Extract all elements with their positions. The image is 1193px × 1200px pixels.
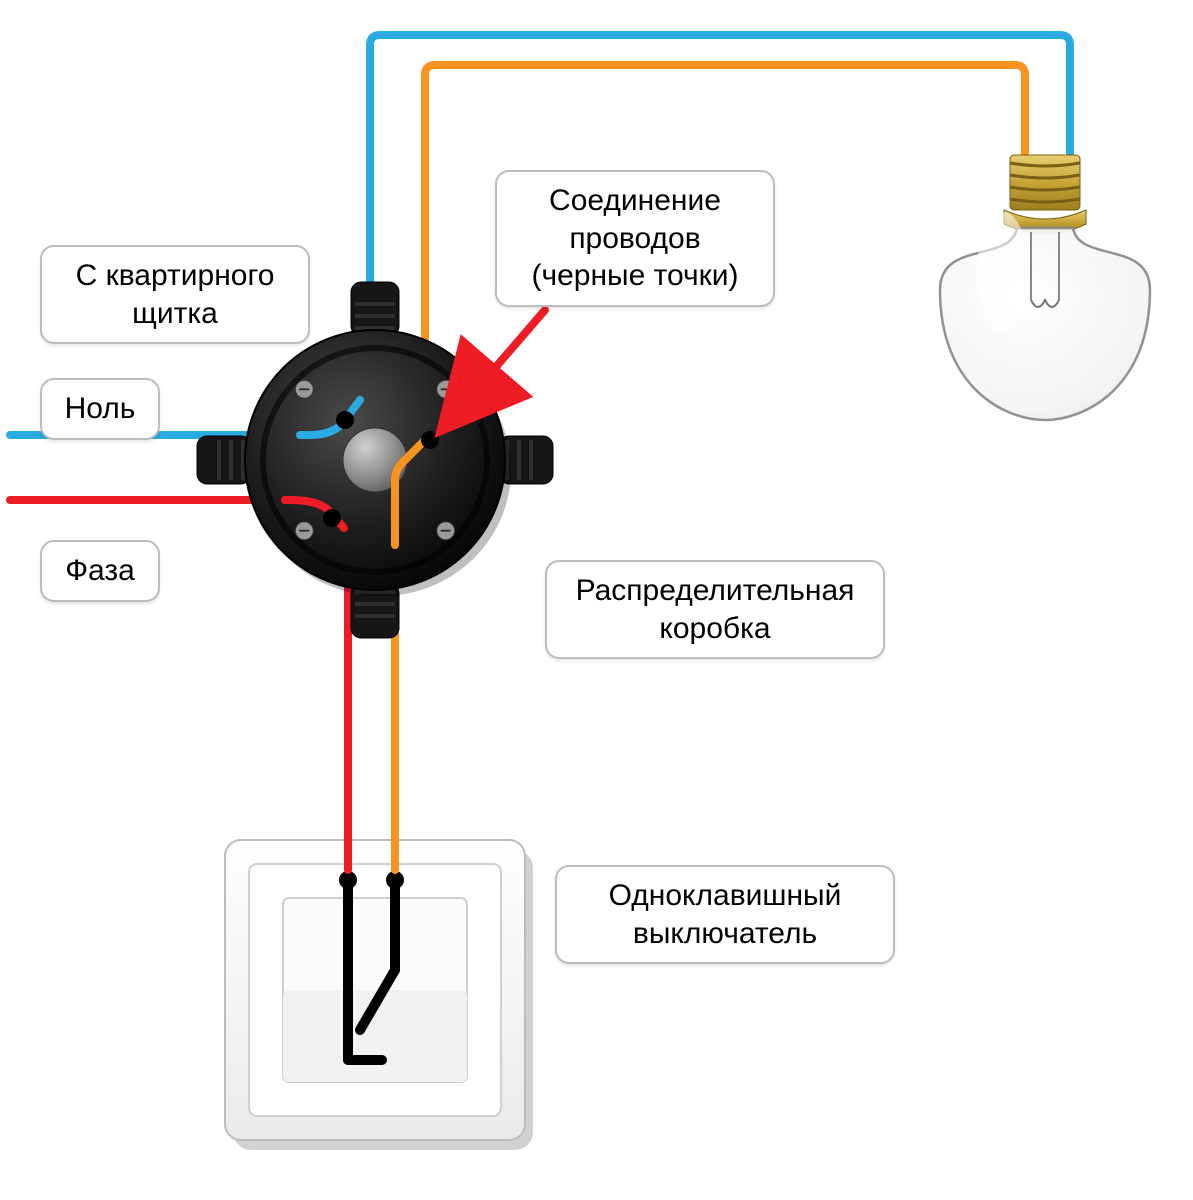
label-from-panel: С квартирного щитка [40,245,310,344]
label-wire-junction: Соединение проводов (черные точки) [495,170,775,307]
label-switch: Одноклавишный выключатель [555,865,895,964]
label-text: Фаза [65,554,135,587]
label-neutral: Ноль [40,378,160,440]
label-text: С квартирного щитка [76,259,275,330]
label-text: Распределительная коробка [576,574,855,645]
pointer-arrow [450,310,545,420]
label-text: Соединение проводов (черные точки) [531,184,738,292]
label-junction-box: Распределительная коробка [545,560,885,659]
wires-top [285,400,439,545]
wires-group [10,35,1070,875]
label-text: Ноль [65,392,136,425]
wall-switch [225,838,533,1150]
light-bulb [940,155,1150,420]
label-text: Одноклавишный выключатель [609,879,842,950]
label-phase: Фаза [40,540,160,602]
